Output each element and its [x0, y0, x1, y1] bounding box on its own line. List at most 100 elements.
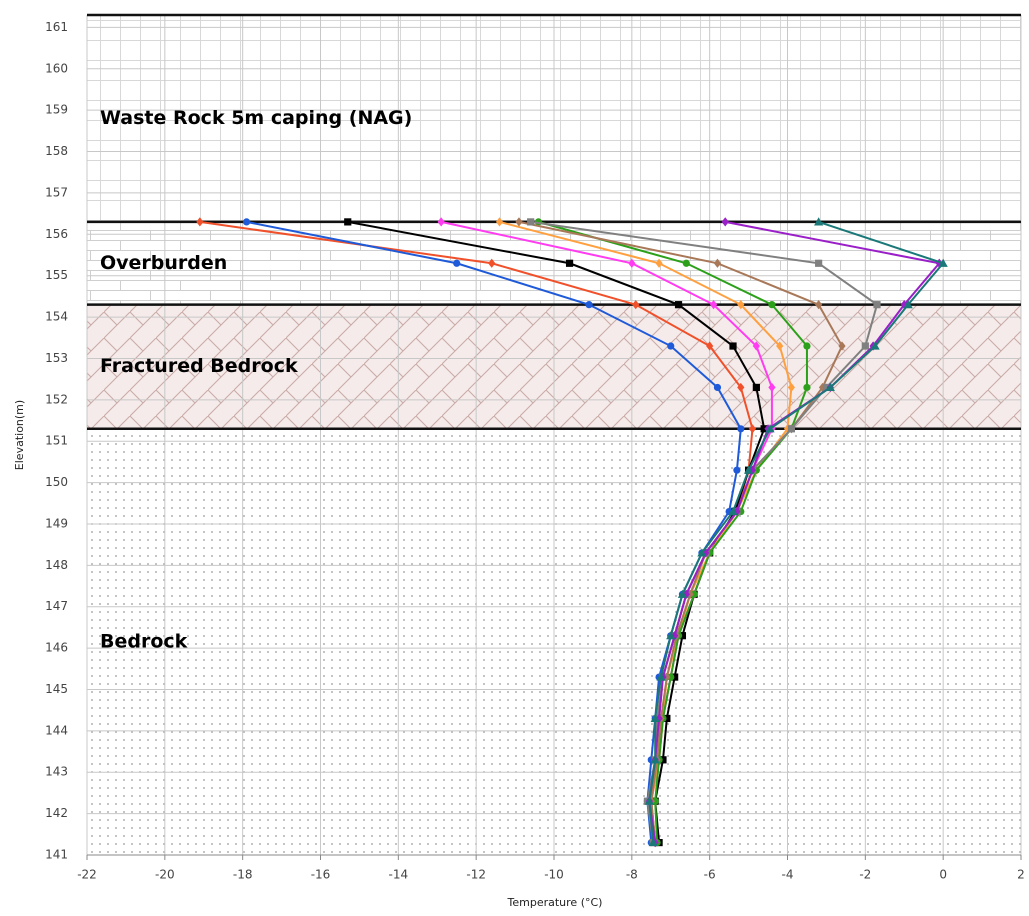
x-tick-label: -10: [544, 868, 564, 882]
point: [729, 342, 737, 350]
point: [671, 673, 679, 681]
y-tick-label: 160: [45, 61, 68, 75]
point: [752, 383, 760, 392]
layer-label: Waste Rock 5m caping (NAG): [100, 107, 412, 129]
y-tick-label: 153: [45, 351, 68, 365]
x-tick-label: -12: [466, 868, 486, 882]
y-tick-label: 144: [45, 723, 68, 737]
series-line: [538, 220, 808, 843]
point: [488, 258, 496, 268]
series-line: [648, 220, 942, 843]
x-tick-label: 0: [939, 868, 947, 882]
y-tick-label: 157: [45, 185, 68, 199]
point: [655, 258, 663, 268]
x-tick-label: -22: [77, 868, 97, 882]
y-tick-label: 154: [45, 310, 68, 324]
point: [666, 631, 676, 640]
point: [752, 341, 760, 351]
y-tick-label: 161: [45, 20, 68, 34]
y-axis-title: Elevation(m): [13, 400, 26, 470]
x-tick-label: -20: [155, 868, 175, 882]
point: [644, 796, 654, 805]
point: [760, 425, 768, 433]
point: [768, 382, 776, 393]
x-tick-label: -6: [704, 868, 716, 882]
point: [787, 425, 795, 433]
point: [803, 383, 811, 392]
point: [822, 383, 831, 392]
series: [644, 217, 948, 847]
layer-label: Bedrock: [100, 630, 188, 652]
point: [527, 218, 535, 226]
point: [656, 672, 666, 681]
point: [737, 382, 745, 393]
series: [645, 217, 943, 848]
point: [825, 382, 835, 392]
point: [659, 756, 667, 764]
layer-label: Fractured Bedrock: [100, 355, 298, 377]
point: [768, 301, 776, 309]
point: [667, 342, 675, 350]
x-tick-label: -14: [389, 868, 409, 882]
point: [702, 548, 710, 558]
point: [632, 300, 640, 310]
y-tick-label: 149: [45, 516, 68, 530]
point: [344, 218, 352, 226]
y-tick-label: 152: [45, 392, 68, 406]
series-line: [648, 220, 945, 843]
series-group: [196, 217, 948, 848]
y-tick-label: 156: [45, 227, 68, 241]
y-tick-label: 143: [45, 765, 68, 779]
point: [818, 382, 827, 393]
point: [437, 217, 445, 227]
point: [838, 341, 846, 351]
point: [728, 506, 738, 516]
point: [663, 714, 671, 723]
point: [697, 548, 707, 557]
boundaries: [87, 13, 1021, 856]
point: [713, 258, 722, 268]
point: [515, 217, 523, 227]
point: [585, 301, 593, 309]
point: [814, 217, 824, 226]
point: [737, 300, 745, 310]
point: [748, 424, 757, 434]
x-tick-label: -4: [782, 868, 794, 882]
point: [815, 259, 823, 267]
point: [648, 837, 658, 847]
point: [815, 300, 823, 310]
point: [671, 631, 679, 641]
point: [903, 300, 913, 309]
point: [565, 259, 574, 267]
point: [776, 341, 784, 351]
point: [196, 217, 204, 227]
point: [650, 755, 660, 764]
x-tick-label: -2: [859, 868, 871, 882]
point: [677, 589, 688, 598]
point: [674, 301, 683, 309]
point: [787, 382, 795, 393]
point: [733, 506, 741, 517]
point: [713, 383, 722, 392]
point: [678, 632, 687, 640]
y-tick-label: 141: [45, 848, 68, 862]
x-tick-label: -16: [311, 868, 331, 882]
x-tick-label: 2: [1017, 868, 1025, 882]
point: [733, 466, 741, 474]
point: [453, 259, 461, 267]
y-tick-label: 151: [45, 434, 68, 448]
point: [938, 258, 948, 267]
y-tick-label: 155: [45, 268, 68, 282]
series-line: [246, 220, 742, 843]
point: [935, 258, 943, 268]
point: [765, 424, 775, 433]
point: [495, 217, 504, 227]
point: [706, 341, 714, 351]
point: [743, 465, 754, 474]
labels: Waste Rock 5m caping (NAG) Overburden Frac…: [45, 20, 1025, 882]
point: [709, 300, 718, 310]
point: [861, 342, 869, 350]
y-tick-label: 148: [45, 558, 68, 572]
